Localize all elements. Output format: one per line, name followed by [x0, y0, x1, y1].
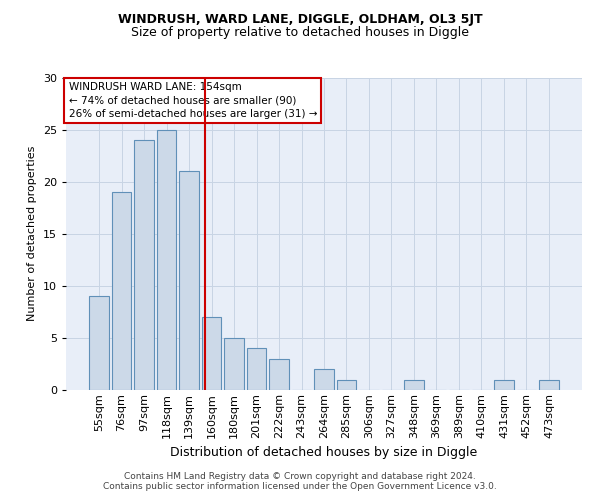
Bar — [179, 171, 199, 390]
Bar — [494, 380, 514, 390]
Bar — [314, 369, 334, 390]
Bar — [337, 380, 356, 390]
Bar — [112, 192, 131, 390]
Bar — [247, 348, 266, 390]
Text: Contains HM Land Registry data © Crown copyright and database right 2024.: Contains HM Land Registry data © Crown c… — [124, 472, 476, 481]
Bar — [157, 130, 176, 390]
Text: WINDRUSH, WARD LANE, DIGGLE, OLDHAM, OL3 5JT: WINDRUSH, WARD LANE, DIGGLE, OLDHAM, OL3… — [118, 12, 482, 26]
Bar — [224, 338, 244, 390]
Text: Size of property relative to detached houses in Diggle: Size of property relative to detached ho… — [131, 26, 469, 39]
Bar — [202, 317, 221, 390]
Y-axis label: Number of detached properties: Number of detached properties — [27, 146, 37, 322]
Bar — [89, 296, 109, 390]
Text: Contains public sector information licensed under the Open Government Licence v3: Contains public sector information licen… — [103, 482, 497, 491]
Bar — [404, 380, 424, 390]
Text: WINDRUSH WARD LANE: 154sqm
← 74% of detached houses are smaller (90)
26% of semi: WINDRUSH WARD LANE: 154sqm ← 74% of deta… — [68, 82, 317, 118]
Bar — [539, 380, 559, 390]
Bar — [134, 140, 154, 390]
Bar — [269, 359, 289, 390]
X-axis label: Distribution of detached houses by size in Diggle: Distribution of detached houses by size … — [170, 446, 478, 459]
